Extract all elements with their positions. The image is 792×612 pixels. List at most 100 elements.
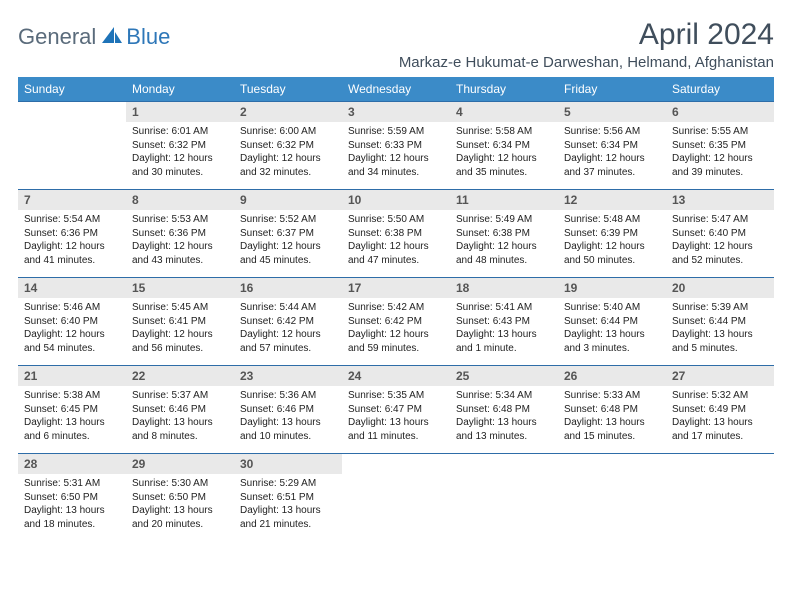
day-number: 5 (558, 102, 666, 122)
day-line-d2: and 43 minutes. (132, 254, 228, 268)
weekday-header: Wednesday (342, 77, 450, 102)
day-line-d2: and 3 minutes. (564, 342, 660, 356)
day-line-sr: Sunrise: 5:35 AM (348, 389, 444, 403)
calendar-cell: 7Sunrise: 5:54 AMSunset: 6:36 PMDaylight… (18, 190, 126, 278)
day-line-ss: Sunset: 6:42 PM (348, 315, 444, 329)
calendar-cell (450, 454, 558, 542)
calendar-cell: 5Sunrise: 5:56 AMSunset: 6:34 PMDaylight… (558, 102, 666, 190)
day-line-ss: Sunset: 6:50 PM (132, 491, 228, 505)
day-line-sr: Sunrise: 5:34 AM (456, 389, 552, 403)
logo-text-general: General (18, 24, 96, 50)
day-line-ss: Sunset: 6:36 PM (132, 227, 228, 241)
day-line-sr: Sunrise: 5:47 AM (672, 213, 768, 227)
day-line-d2: and 37 minutes. (564, 166, 660, 180)
day-line-sr: Sunrise: 6:00 AM (240, 125, 336, 139)
day-body: Sunrise: 5:50 AMSunset: 6:38 PMDaylight:… (342, 210, 450, 271)
day-line-d1: Daylight: 12 hours (132, 152, 228, 166)
day-line-d1: Daylight: 12 hours (240, 240, 336, 254)
day-number: 28 (18, 454, 126, 474)
calendar-cell (666, 454, 774, 542)
day-line-ss: Sunset: 6:40 PM (672, 227, 768, 241)
weekday-header: Thursday (450, 77, 558, 102)
day-line-d2: and 13 minutes. (456, 430, 552, 444)
day-number: 16 (234, 278, 342, 298)
location-subtitle: Markaz-e Hukumat-e Darweshan, Helmand, A… (399, 54, 774, 71)
calendar-cell: 6Sunrise: 5:55 AMSunset: 6:35 PMDaylight… (666, 102, 774, 190)
day-line-ss: Sunset: 6:43 PM (456, 315, 552, 329)
month-title: April 2024 (399, 18, 774, 52)
calendar-cell: 12Sunrise: 5:48 AMSunset: 6:39 PMDayligh… (558, 190, 666, 278)
day-line-sr: Sunrise: 5:53 AM (132, 213, 228, 227)
day-body: Sunrise: 5:53 AMSunset: 6:36 PMDaylight:… (126, 210, 234, 271)
day-body: Sunrise: 5:55 AMSunset: 6:35 PMDaylight:… (666, 122, 774, 183)
calendar-row: 21Sunrise: 5:38 AMSunset: 6:45 PMDayligh… (18, 366, 774, 454)
day-line-sr: Sunrise: 5:31 AM (24, 477, 120, 491)
day-number: 26 (558, 366, 666, 386)
day-number: 23 (234, 366, 342, 386)
day-line-d2: and 5 minutes. (672, 342, 768, 356)
day-line-d2: and 30 minutes. (132, 166, 228, 180)
day-number: 13 (666, 190, 774, 210)
calendar-cell: 27Sunrise: 5:32 AMSunset: 6:49 PMDayligh… (666, 366, 774, 454)
day-line-sr: Sunrise: 5:44 AM (240, 301, 336, 315)
day-line-d1: Daylight: 13 hours (132, 504, 228, 518)
day-body: Sunrise: 5:49 AMSunset: 6:38 PMDaylight:… (450, 210, 558, 271)
day-line-ss: Sunset: 6:44 PM (564, 315, 660, 329)
day-line-d1: Daylight: 12 hours (564, 152, 660, 166)
calendar-row: 1Sunrise: 6:01 AMSunset: 6:32 PMDaylight… (18, 102, 774, 190)
day-number: 11 (450, 190, 558, 210)
day-number: 24 (342, 366, 450, 386)
day-line-ss: Sunset: 6:36 PM (24, 227, 120, 241)
day-number: 17 (342, 278, 450, 298)
day-number: 1 (126, 102, 234, 122)
day-line-d1: Daylight: 13 hours (456, 416, 552, 430)
day-body: Sunrise: 5:31 AMSunset: 6:50 PMDaylight:… (18, 474, 126, 535)
day-line-d1: Daylight: 13 hours (240, 416, 336, 430)
day-body: Sunrise: 5:41 AMSunset: 6:43 PMDaylight:… (450, 298, 558, 359)
day-body: Sunrise: 5:39 AMSunset: 6:44 PMDaylight:… (666, 298, 774, 359)
day-line-d1: Daylight: 13 hours (672, 416, 768, 430)
day-body: Sunrise: 5:38 AMSunset: 6:45 PMDaylight:… (18, 386, 126, 447)
day-line-sr: Sunrise: 5:29 AM (240, 477, 336, 491)
day-line-d1: Daylight: 13 hours (24, 416, 120, 430)
day-line-d1: Daylight: 12 hours (24, 328, 120, 342)
title-block: April 2024 Markaz-e Hukumat-e Darweshan,… (399, 18, 774, 71)
day-line-ss: Sunset: 6:48 PM (456, 403, 552, 417)
day-number: 22 (126, 366, 234, 386)
day-line-sr: Sunrise: 5:46 AM (24, 301, 120, 315)
day-body: Sunrise: 6:01 AMSunset: 6:32 PMDaylight:… (126, 122, 234, 183)
day-line-ss: Sunset: 6:32 PM (240, 139, 336, 153)
day-line-ss: Sunset: 6:39 PM (564, 227, 660, 241)
day-body: Sunrise: 5:30 AMSunset: 6:50 PMDaylight:… (126, 474, 234, 535)
day-line-d2: and 45 minutes. (240, 254, 336, 268)
day-line-d2: and 52 minutes. (672, 254, 768, 268)
day-line-d1: Daylight: 12 hours (564, 240, 660, 254)
day-line-d1: Daylight: 13 hours (348, 416, 444, 430)
day-body: Sunrise: 5:33 AMSunset: 6:48 PMDaylight:… (558, 386, 666, 447)
day-line-sr: Sunrise: 5:30 AM (132, 477, 228, 491)
calendar-cell: 21Sunrise: 5:38 AMSunset: 6:45 PMDayligh… (18, 366, 126, 454)
day-number: 12 (558, 190, 666, 210)
day-body: Sunrise: 5:34 AMSunset: 6:48 PMDaylight:… (450, 386, 558, 447)
day-body: Sunrise: 5:52 AMSunset: 6:37 PMDaylight:… (234, 210, 342, 271)
weekday-header-row: Sunday Monday Tuesday Wednesday Thursday… (18, 77, 774, 102)
calendar-table: Sunday Monday Tuesday Wednesday Thursday… (18, 77, 774, 542)
day-line-d2: and 18 minutes. (24, 518, 120, 532)
day-line-sr: Sunrise: 5:49 AM (456, 213, 552, 227)
day-line-sr: Sunrise: 5:52 AM (240, 213, 336, 227)
day-line-d1: Daylight: 12 hours (672, 240, 768, 254)
day-number: 3 (342, 102, 450, 122)
day-line-d1: Daylight: 13 hours (24, 504, 120, 518)
day-line-d1: Daylight: 12 hours (240, 152, 336, 166)
day-line-d2: and 59 minutes. (348, 342, 444, 356)
day-line-sr: Sunrise: 5:50 AM (348, 213, 444, 227)
day-line-ss: Sunset: 6:38 PM (348, 227, 444, 241)
day-number: 25 (450, 366, 558, 386)
day-line-ss: Sunset: 6:35 PM (672, 139, 768, 153)
day-line-d2: and 50 minutes. (564, 254, 660, 268)
day-body: Sunrise: 5:36 AMSunset: 6:46 PMDaylight:… (234, 386, 342, 447)
day-body: Sunrise: 5:46 AMSunset: 6:40 PMDaylight:… (18, 298, 126, 359)
calendar-cell: 1Sunrise: 6:01 AMSunset: 6:32 PMDaylight… (126, 102, 234, 190)
day-line-d2: and 1 minute. (456, 342, 552, 356)
day-line-d2: and 56 minutes. (132, 342, 228, 356)
